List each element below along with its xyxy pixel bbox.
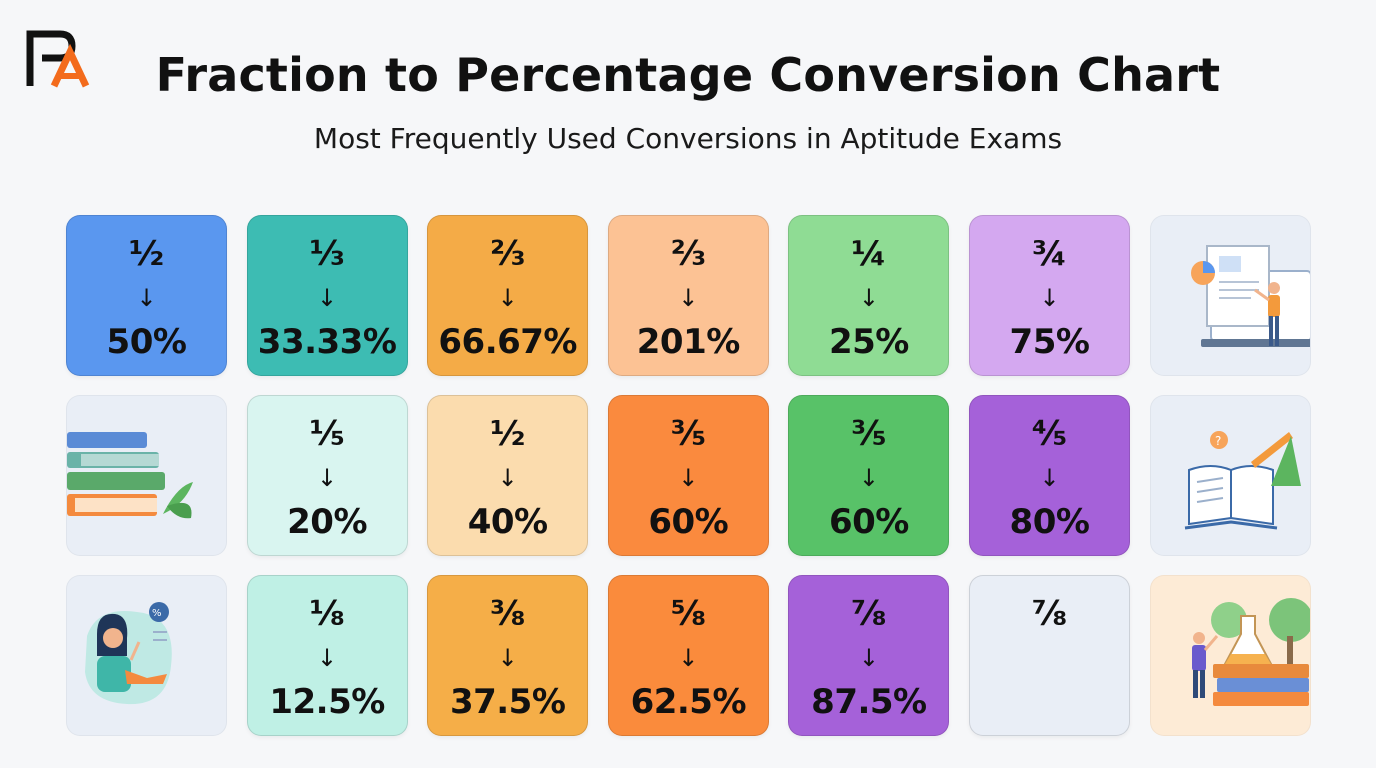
down-arrow-icon: ↓ [317, 284, 338, 312]
open-book-illustration: ? [1149, 395, 1311, 556]
percent-label: 40% [467, 502, 548, 542]
fraction-label: ⅓ [309, 234, 345, 274]
svg-text:?: ? [1215, 434, 1221, 448]
fraction-label: ½ [490, 414, 526, 454]
conversion-tile: ⅞ [969, 575, 1130, 736]
conversion-tile: ⅜ ↓ 37.5% [427, 575, 589, 736]
percent-label: 33.33% [257, 322, 397, 362]
down-arrow-icon: ↓ [1039, 284, 1060, 312]
fraction-label: ⅛ [309, 594, 345, 634]
fraction-label: ⅜ [490, 594, 526, 634]
page-title: Fraction to Percentage Conversion Chart [155, 48, 1221, 102]
percent-label: 20% [287, 502, 368, 542]
down-arrow-icon: ↓ [678, 284, 699, 312]
fraction-label: ⅞ [1031, 594, 1068, 634]
fraction-label: ⅗ [851, 414, 887, 454]
percent-label: 37.5% [449, 682, 566, 722]
conversion-tile: ⅔ ↓ 201% [607, 215, 769, 376]
down-arrow-icon: ↓ [678, 644, 699, 672]
down-arrow-icon: ↓ [1039, 464, 1060, 492]
down-arrow-icon: ↓ [858, 644, 879, 672]
percent-label: 87.5% [811, 682, 927, 722]
down-arrow-icon: ↓ [858, 284, 879, 312]
percent-label: 25% [828, 322, 909, 362]
down-arrow-icon: ↓ [678, 464, 699, 492]
fraction-label: ⅗ [670, 414, 706, 454]
science-books-illustration [1149, 575, 1311, 736]
percent-label: 12.5% [269, 682, 385, 722]
percent-label: 50% [106, 322, 187, 362]
down-arrow-icon: ↓ [317, 644, 338, 672]
percent-label: 201% [636, 322, 741, 362]
percent-label: 80% [1009, 502, 1090, 542]
conversion-tile: ⅘ ↓ 80% [969, 395, 1130, 556]
fraction-label: ⅘ [1031, 414, 1068, 454]
fraction-label: ½ [128, 234, 165, 274]
down-arrow-icon: ↓ [497, 644, 518, 672]
conversion-tile: ⅞ ↓ 87.5% [788, 575, 950, 736]
fraction-label: ⅕ [309, 414, 345, 454]
conversion-tile: ⅗ ↓ 60% [788, 395, 950, 556]
conversion-tile: ½ ↓ 50% [66, 215, 227, 376]
down-arrow-icon: ↓ [317, 464, 338, 492]
conversion-tile: ⅝ ↓ 62.5% [607, 575, 769, 736]
fraction-label: ⅝ [670, 594, 706, 634]
conversion-tile: ⅛ ↓ 12.5% [246, 575, 408, 736]
conversion-tile: ⅗ ↓ 60% [607, 395, 769, 556]
fraction-label: ¼ [851, 234, 887, 274]
page-subtitle: Most Frequently Used Conversions in Apti… [313, 122, 1063, 155]
person-with-laptop-illustration [1149, 215, 1311, 376]
stacked-books-illustration [66, 395, 227, 556]
student-studying-illustration: % [66, 575, 227, 736]
percent-label: 60% [828, 502, 909, 542]
down-arrow-icon: ↓ [497, 284, 518, 312]
conversion-tile: ⅓ ↓ 33.33% [246, 215, 408, 376]
percent-label: 62.5% [630, 682, 747, 722]
fraction-label: ¾ [1031, 234, 1068, 274]
down-arrow-icon: ↓ [858, 464, 879, 492]
fraction-label: ⅔ [670, 234, 706, 274]
conversion-tile: ⅕ ↓ 20% [246, 395, 408, 556]
conversion-tile: ⅔ ↓ 66.67% [427, 215, 589, 376]
fraction-label: ⅔ [490, 234, 526, 274]
svg-text:%: % [152, 608, 162, 619]
percent-label: 60% [648, 502, 729, 542]
conversion-tile: ¼ ↓ 25% [788, 215, 950, 376]
percent-label: 66.67% [438, 322, 577, 362]
fraction-label: ⅞ [851, 594, 887, 634]
down-arrow-icon: ↓ [497, 464, 518, 492]
conversion-tile: ¾ ↓ 75% [969, 215, 1130, 376]
down-arrow-icon: ↓ [136, 284, 157, 312]
percent-label: 75% [1009, 322, 1090, 362]
conversion-tile: ½ ↓ 40% [427, 395, 589, 556]
brand-logo-icon [26, 30, 90, 88]
